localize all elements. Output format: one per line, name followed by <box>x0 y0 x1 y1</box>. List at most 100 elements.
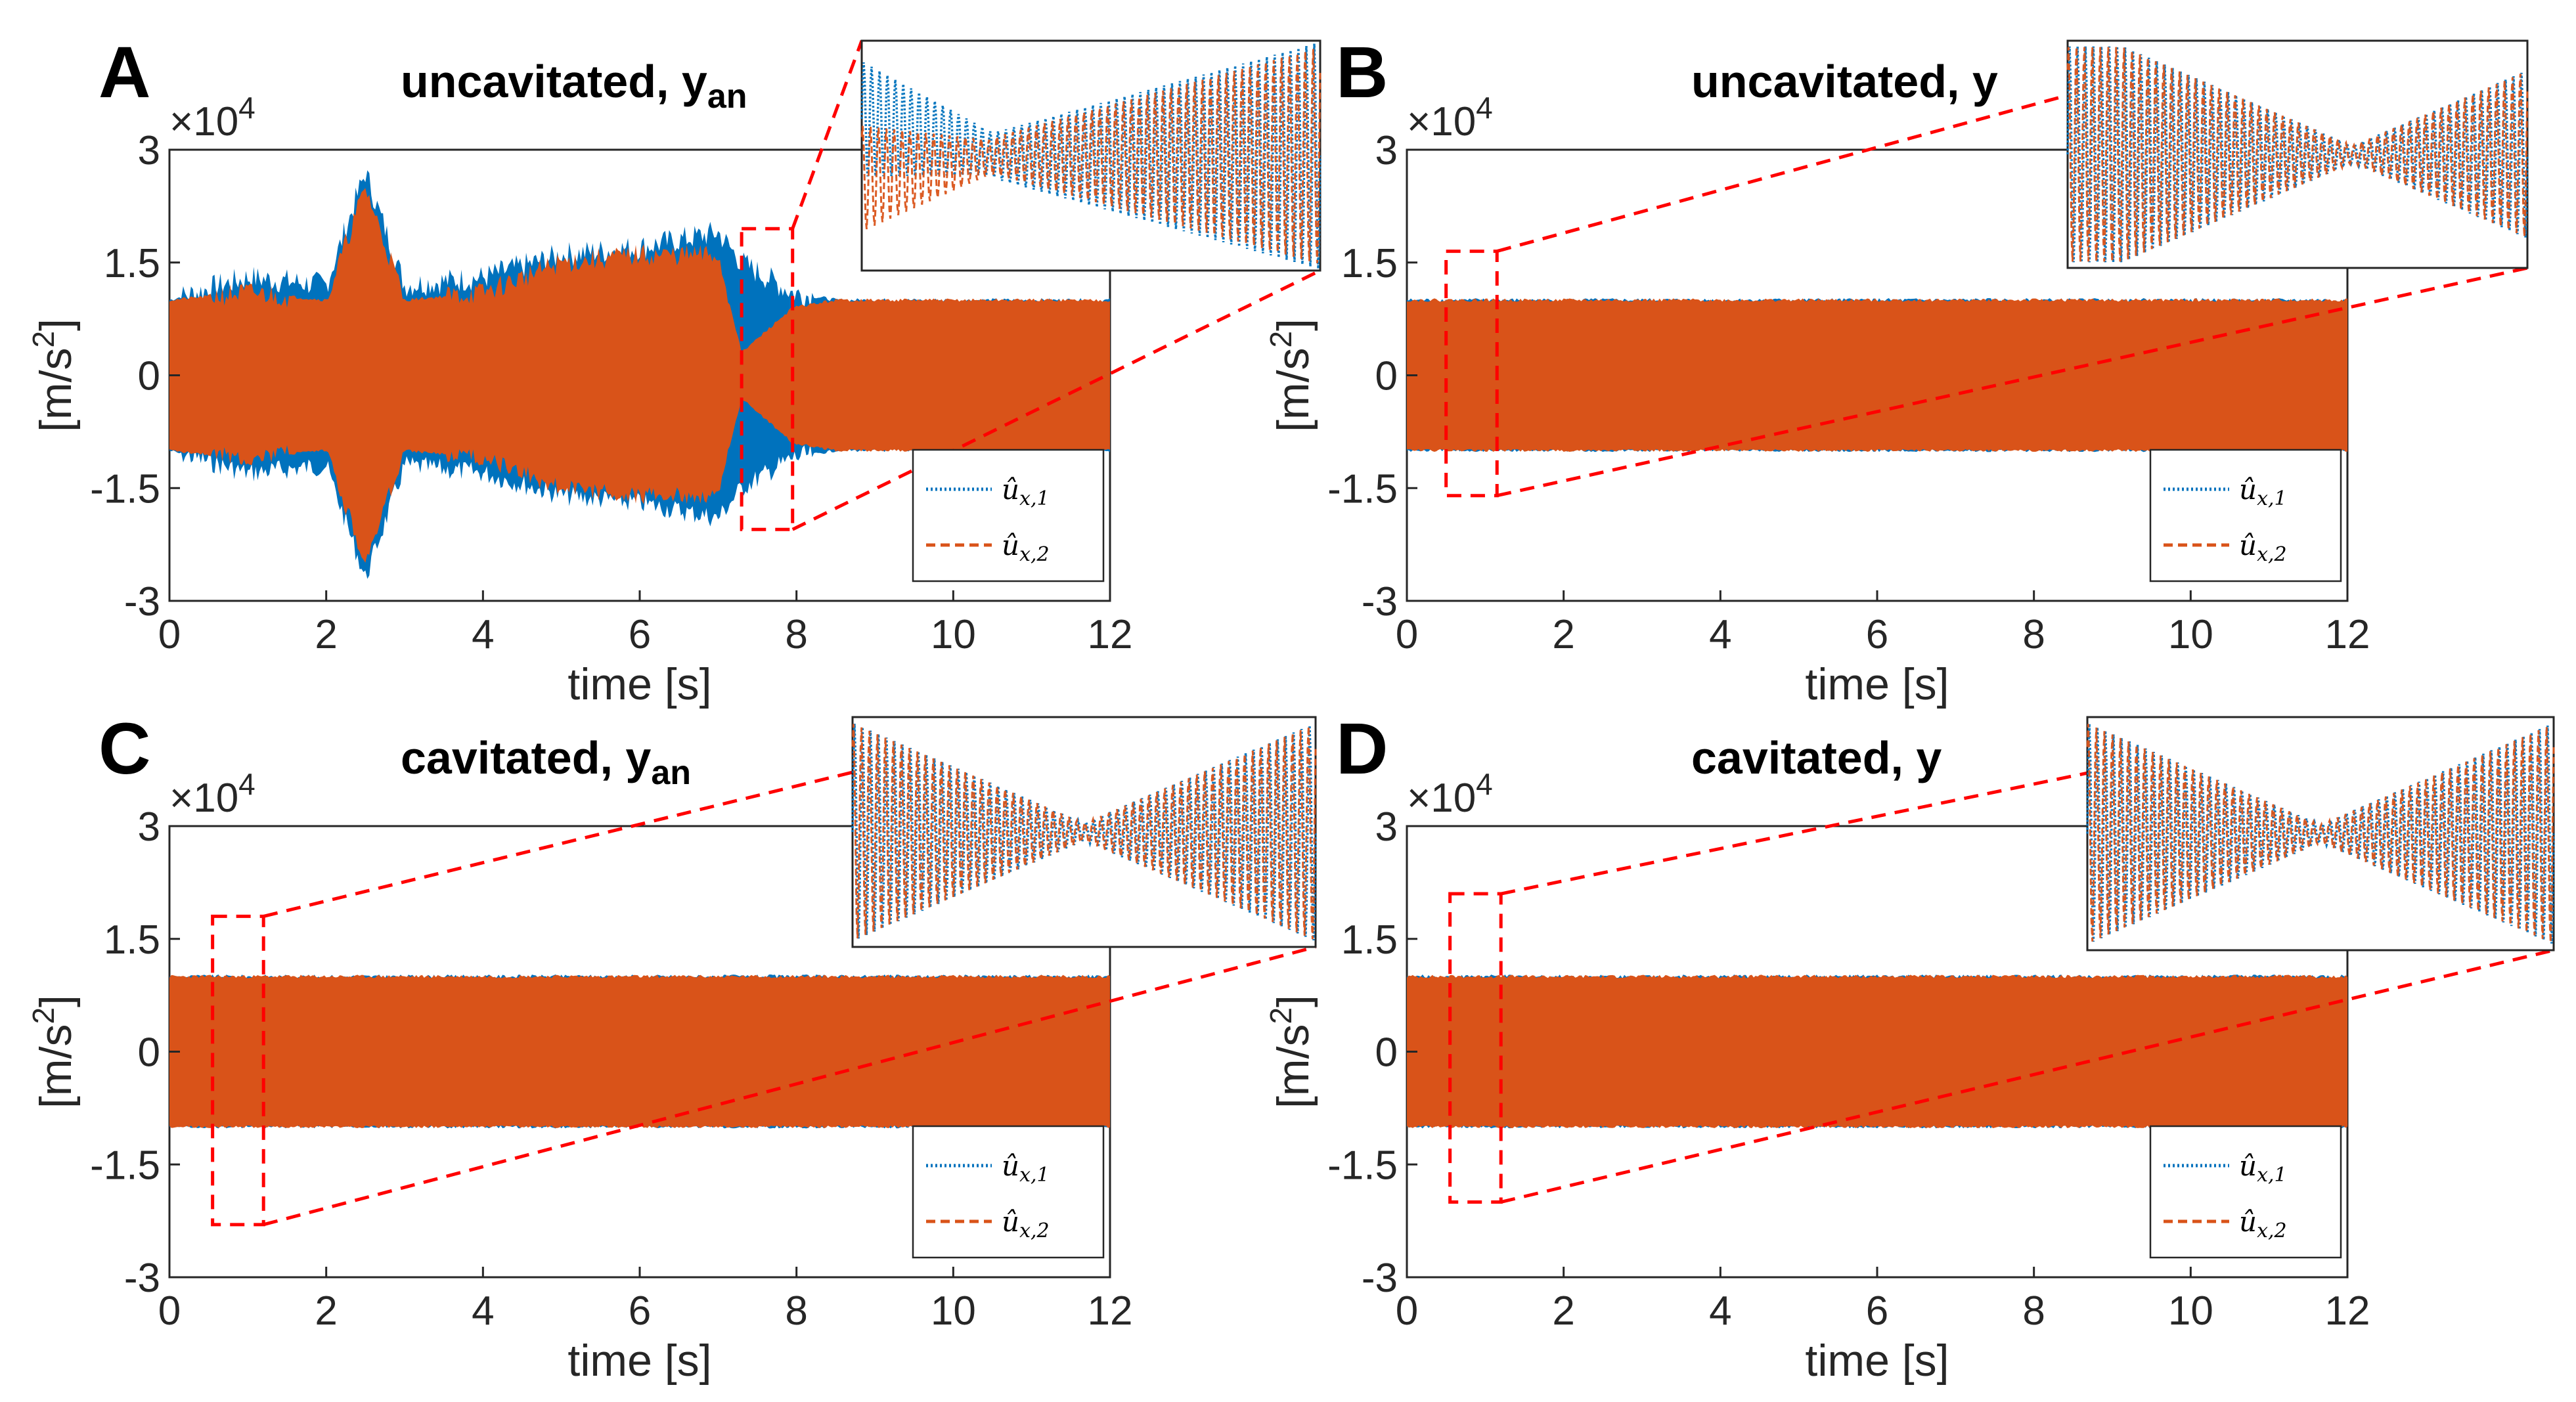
zoom-window <box>1448 892 1503 1204</box>
x-tick-label: 6 <box>1866 1288 1888 1334</box>
inset-series-ux2 <box>851 724 1317 940</box>
x-tick-label: 12 <box>1088 1288 1133 1334</box>
legend-label-ux2: ûx,2 <box>1002 529 1050 566</box>
x-tick-label: 4 <box>1709 1288 1731 1334</box>
zoom-connector <box>1496 93 2068 253</box>
zoom-window <box>740 227 795 531</box>
legend-box <box>912 1125 1105 1259</box>
y-axis-label: [m/s2] <box>1264 318 1318 432</box>
y-axis-label: [m/s2] <box>26 318 81 432</box>
zoom-inset <box>851 716 1317 948</box>
x-tick-label: 12 <box>2325 1288 2370 1334</box>
y-tick-label: 0 <box>138 354 160 399</box>
x-tick-label: 0 <box>1396 1288 1418 1334</box>
y-tick-label: 1.5 <box>1341 917 1398 963</box>
y-tick-label: -1.5 <box>1327 466 1398 512</box>
panel-c: 0 2 4 6 8 10 12 -3 -1.5 0 1.5 3 time [s] [m/s2] ×104 C c… <box>26 709 1317 1386</box>
legend-label-ux1: ûx,1 <box>2239 473 2287 510</box>
zoom-inset <box>860 39 1321 272</box>
x-axis-label: time [s] <box>567 1336 711 1386</box>
y-tick-label: -1.5 <box>1327 1143 1398 1188</box>
x-tick-label: 12 <box>1088 612 1133 657</box>
x-tick-label: 10 <box>931 612 976 657</box>
y-multiplier: ×104 <box>169 91 255 144</box>
y-tick-label: -1.5 <box>90 1143 160 1188</box>
y-tick-label: 0 <box>138 1030 160 1076</box>
x-tick-label: 0 <box>1396 612 1418 657</box>
y-multiplier: ×104 <box>169 767 255 821</box>
y-multiplier: ×104 <box>1407 91 1493 144</box>
y-tick-label: 3 <box>1375 128 1398 173</box>
x-tick-label: 6 <box>629 1288 651 1334</box>
zoom-connector <box>791 269 1321 531</box>
y-axis-label: [m/s2] <box>1264 995 1318 1108</box>
x-tick-label: 8 <box>785 612 807 657</box>
x-tick-label: 4 <box>472 1288 494 1334</box>
panel-label: D <box>1336 709 1388 789</box>
x-tick-label: 2 <box>315 1288 337 1334</box>
zoom-window <box>211 914 265 1227</box>
panel-a: 0 2 4 6 8 10 12 -3 -1.5 0 1.5 3 time [s] [m/s2] ×104 A u… <box>26 32 1321 709</box>
legend-label-ux1: ûx,1 <box>1002 1150 1050 1187</box>
y-tick-label: 1.5 <box>104 917 160 963</box>
y-tick-label: 3 <box>138 128 160 173</box>
x-tick-label: 8 <box>2022 1288 2045 1334</box>
zoom-connector <box>1500 948 2554 1204</box>
x-tick-label: 2 <box>1552 612 1574 657</box>
y-tick-label: 0 <box>1375 1030 1398 1076</box>
inset-series-ux1 <box>851 724 1317 940</box>
inset-series-ux2 <box>2086 724 2555 943</box>
panel-title: uncavitated, y <box>1691 56 1998 107</box>
inset-series-ux2 <box>860 49 1321 263</box>
legend-label-ux1: ûx,1 <box>2239 1150 2287 1187</box>
legend: ûx,1 ûx,2 <box>912 1125 1105 1259</box>
series-ux2-band <box>1407 298 2347 452</box>
y-tick-label: -3 <box>1362 579 1398 624</box>
legend-label-ux1: ûx,1 <box>1002 473 1050 510</box>
panel-label: A <box>99 32 150 113</box>
series-ux2-band <box>169 975 1110 1129</box>
legend-box <box>912 449 1105 582</box>
y-tick-label: 0 <box>1375 354 1398 399</box>
zoom-connector <box>1500 771 2088 896</box>
panel-label: B <box>1336 32 1388 113</box>
y-tick-label: -3 <box>1362 1256 1398 1301</box>
x-tick-label: 8 <box>2022 612 2045 657</box>
series-ux2-band <box>169 188 1110 563</box>
y-tick-label: 3 <box>1375 804 1398 850</box>
legend: ûx,1 ûx,2 <box>2149 449 2342 582</box>
panel-title: cavitated, y <box>1691 732 1942 783</box>
x-tick-label: 6 <box>1866 612 1888 657</box>
legend-label-ux2: ûx,2 <box>2239 1206 2287 1242</box>
inset-series-ux1 <box>2086 724 2555 944</box>
y-tick-label: -1.5 <box>90 466 160 512</box>
series-ux2-band <box>1407 975 2347 1129</box>
y-multiplier: ×104 <box>1407 767 1493 821</box>
x-tick-label: 0 <box>158 1288 181 1334</box>
legend-label-ux2: ûx,2 <box>1002 1206 1050 1242</box>
y-tick-label: -3 <box>124 579 160 624</box>
zoom-inset <box>2066 39 2529 269</box>
zoom-connector <box>791 40 864 230</box>
inset-series-ux1 <box>860 43 1321 269</box>
x-axis-label: time [s] <box>1805 1336 1949 1386</box>
legend-box <box>2149 1125 2342 1259</box>
panel-title: uncavitated, yan <box>401 56 747 116</box>
panel-label: C <box>99 709 150 789</box>
y-tick-label: -3 <box>124 1256 160 1301</box>
panel-title: cavitated, yan <box>401 732 691 792</box>
legend: ûx,1 ûx,2 <box>2149 1125 2342 1259</box>
x-tick-label: 8 <box>785 1288 807 1334</box>
x-tick-label: 2 <box>1552 1288 1574 1334</box>
x-axis-label: time [s] <box>567 659 711 709</box>
x-tick-label: 4 <box>1709 612 1731 657</box>
zoom-window <box>1444 250 1499 498</box>
x-axis-label: time [s] <box>1805 659 1949 709</box>
legend-box <box>2149 449 2342 582</box>
x-tick-label: 0 <box>158 612 181 657</box>
y-axis-label: [m/s2] <box>26 995 81 1108</box>
zoom-connector <box>263 770 853 918</box>
panel-d: 0 2 4 6 8 10 12 -3 -1.5 0 1.5 3 time [s] [m/s2] ×104 D c… <box>1264 709 2555 1386</box>
zoom-connector <box>1496 266 2528 498</box>
y-tick-label: 1.5 <box>104 241 160 286</box>
